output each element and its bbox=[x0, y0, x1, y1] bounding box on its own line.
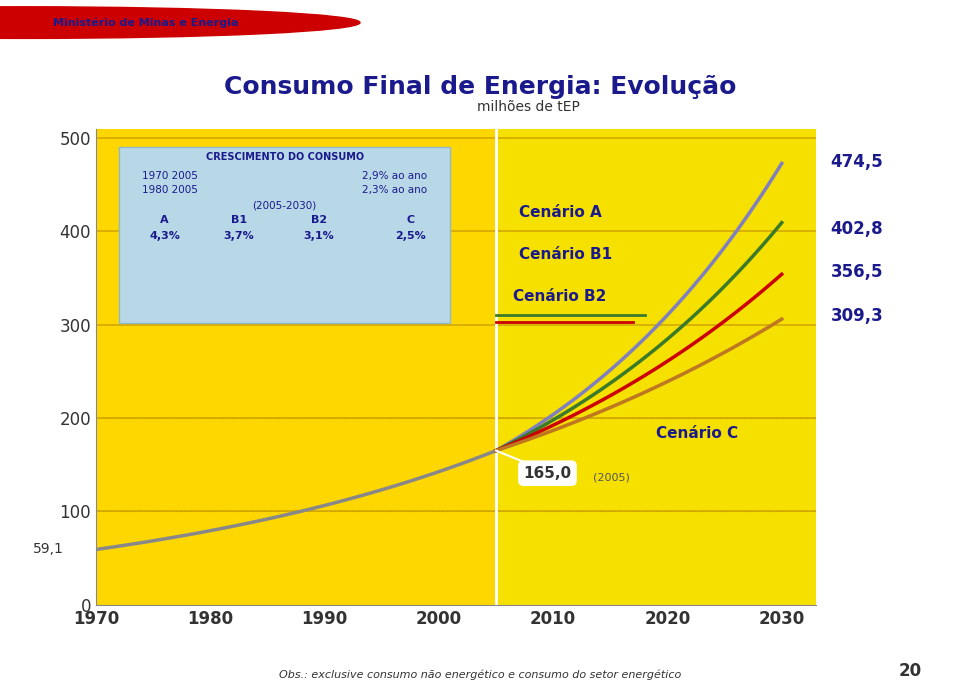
Text: 1980 2005: 1980 2005 bbox=[142, 185, 198, 195]
Text: 309,3: 309,3 bbox=[830, 307, 883, 325]
Text: 4,3%: 4,3% bbox=[149, 231, 180, 241]
Text: 2,3% ao ano: 2,3% ao ano bbox=[362, 185, 427, 195]
Circle shape bbox=[0, 7, 360, 38]
Text: 474,5: 474,5 bbox=[830, 153, 883, 171]
Text: C: C bbox=[406, 215, 415, 225]
Text: 2,5%: 2,5% bbox=[395, 231, 425, 241]
FancyBboxPatch shape bbox=[119, 147, 450, 322]
Text: 165,0: 165,0 bbox=[523, 466, 571, 481]
Text: 1970 2005: 1970 2005 bbox=[142, 170, 198, 181]
Text: Cenário A: Cenário A bbox=[518, 205, 602, 220]
Text: (2005-2030): (2005-2030) bbox=[252, 200, 317, 211]
Text: (2005): (2005) bbox=[593, 473, 630, 483]
Text: B1: B1 bbox=[230, 215, 247, 225]
Text: 59,1: 59,1 bbox=[33, 543, 63, 557]
Text: 402,8: 402,8 bbox=[830, 220, 883, 238]
Text: 20: 20 bbox=[899, 662, 922, 680]
Text: 3,7%: 3,7% bbox=[224, 231, 254, 241]
Text: Ministério de Minas e Energia: Ministério de Minas e Energia bbox=[53, 17, 238, 28]
Text: Obs.: exclusive consumo não energético e consumo do setor energético: Obs.: exclusive consumo não energético e… bbox=[278, 669, 682, 680]
Text: Consumo Final de Energia: Evolução: Consumo Final de Energia: Evolução bbox=[224, 75, 736, 99]
Bar bbox=[496, 129, 816, 605]
Text: 2,9% ao ano: 2,9% ao ano bbox=[362, 170, 427, 181]
Text: 3,1%: 3,1% bbox=[303, 231, 334, 241]
Text: A: A bbox=[160, 215, 169, 225]
Text: Cenário B1: Cenário B1 bbox=[518, 247, 612, 262]
Text: 356,5: 356,5 bbox=[830, 263, 883, 281]
Text: B2: B2 bbox=[311, 215, 327, 225]
Text: Cenário C: Cenário C bbox=[656, 427, 738, 441]
Text: Cenário B2: Cenário B2 bbox=[514, 289, 607, 304]
Text: CRESCIMENTO DO CONSUMO: CRESCIMENTO DO CONSUMO bbox=[205, 152, 364, 162]
Text: milhões de tEP: milhões de tEP bbox=[476, 100, 580, 114]
